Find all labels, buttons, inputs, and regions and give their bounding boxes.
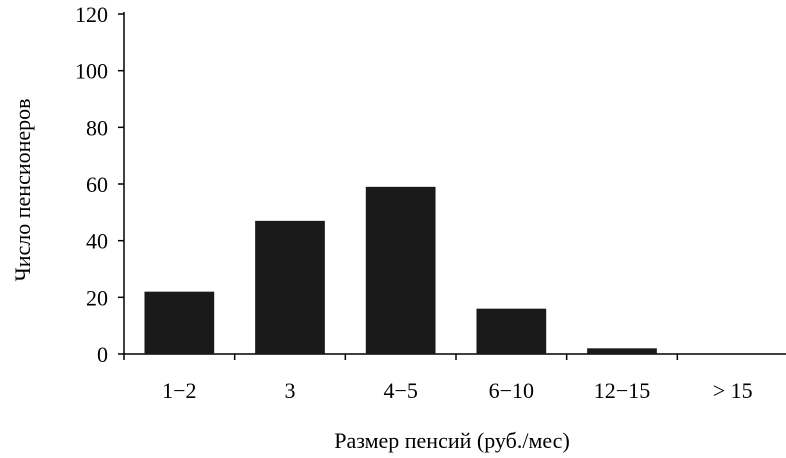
y-tick-label: 40 bbox=[86, 229, 108, 254]
y-tick-label: 60 bbox=[86, 172, 108, 197]
bar bbox=[255, 220, 325, 354]
x-tick-label: 4−5 bbox=[383, 378, 417, 403]
bar bbox=[587, 348, 657, 354]
x-axis-title: Размер пенсий (руб./мес) bbox=[334, 428, 570, 453]
x-tick-label: 12−15 bbox=[594, 378, 650, 403]
x-axis: 1−2 3 4−5 6−10 12−15 > 15 bbox=[123, 353, 786, 403]
bars bbox=[144, 186, 657, 354]
x-tick-label: 3 bbox=[285, 378, 296, 403]
y-axis-title: Число пенсионеров bbox=[10, 98, 35, 281]
y-tick-label: 120 bbox=[75, 2, 108, 27]
bar bbox=[365, 186, 436, 354]
y-axis: 0 20 40 60 80 100 120 bbox=[75, 2, 125, 367]
y-tick-label: 100 bbox=[75, 59, 108, 84]
y-tick-label: 20 bbox=[86, 285, 108, 310]
y-tick-label: 0 bbox=[97, 342, 108, 367]
bar bbox=[476, 308, 547, 354]
x-tick-label: 1−2 bbox=[162, 378, 196, 403]
x-tick-label: > 15 bbox=[713, 378, 753, 403]
y-tick-label: 80 bbox=[86, 115, 108, 140]
x-tick-label: 6−10 bbox=[489, 378, 534, 403]
bar bbox=[144, 291, 215, 354]
